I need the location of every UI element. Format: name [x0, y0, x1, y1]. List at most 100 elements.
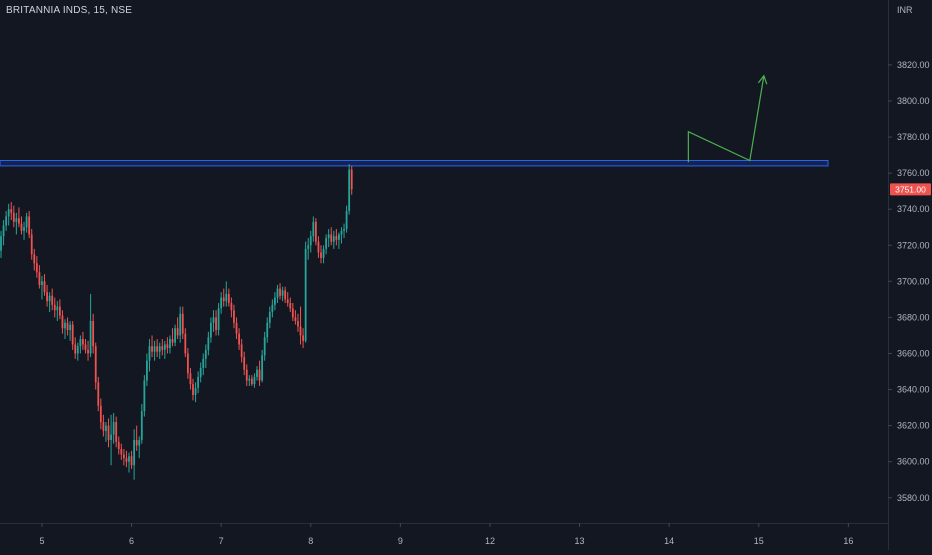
- candle-body: [207, 337, 210, 350]
- candle-body: [261, 355, 264, 381]
- candle-body: [338, 234, 340, 240]
- candle: [148, 339, 151, 372]
- candle-body: [18, 218, 20, 224]
- candle: [0, 230, 2, 258]
- candle-body: [7, 209, 10, 217]
- candle: [235, 317, 238, 340]
- resistance-zone[interactable]: [0, 160, 829, 167]
- candle-body: [94, 346, 97, 383]
- candle: [258, 360, 261, 386]
- price-axis-background[interactable]: [888, 0, 932, 550]
- resistance-zone-layer: [0, 160, 829, 167]
- candle-body: [281, 290, 284, 296]
- candle: [340, 227, 343, 244]
- candle: [322, 245, 325, 264]
- candle-body: [343, 229, 345, 231]
- price-tick-label: 3740.00: [897, 204, 930, 214]
- candle-body: [153, 346, 156, 352]
- candle-body: [112, 422, 115, 435]
- candle: [179, 306, 182, 343]
- candle-body: [146, 360, 148, 381]
- candle-body: [284, 290, 287, 300]
- candle: [18, 207, 20, 228]
- candle-body: [151, 346, 153, 352]
- candle-body: [199, 367, 202, 377]
- candle: [48, 292, 51, 312]
- candle: [133, 429, 136, 480]
- candle-body: [133, 440, 136, 466]
- candle-body: [138, 440, 141, 446]
- last-price-label: 3751.00: [895, 184, 926, 194]
- candle: [51, 288, 54, 311]
- candle: [58, 299, 61, 320]
- candle-body: [253, 376, 256, 385]
- candle: [5, 211, 8, 231]
- candle: [279, 283, 281, 300]
- candle-body: [140, 411, 143, 441]
- candle: [84, 339, 87, 354]
- candle: [212, 310, 215, 332]
- candle-body: [117, 441, 120, 450]
- candle: [304, 241, 307, 343]
- candle: [102, 414, 105, 437]
- candle: [10, 201, 13, 221]
- candle: [174, 324, 176, 347]
- candle-body: [84, 344, 87, 350]
- candle-body: [327, 234, 330, 239]
- candle-body: [325, 238, 328, 249]
- candle: [143, 375, 146, 417]
- last-price-badge: [890, 183, 931, 196]
- candle: [30, 229, 33, 260]
- candle-body: [263, 337, 266, 356]
- candle: [43, 274, 46, 296]
- candle-body: [15, 218, 18, 222]
- candle: [343, 223, 345, 239]
- candle-body: [87, 349, 89, 354]
- price-tick-label: 3760.00: [897, 168, 930, 178]
- candle: [151, 335, 153, 358]
- candle-body: [222, 297, 225, 302]
- candle-body: [210, 322, 212, 338]
- candle: [117, 436, 120, 455]
- time-axis-background[interactable]: [0, 523, 888, 550]
- candle: [184, 328, 187, 358]
- candle-body: [79, 339, 82, 347]
- candle: [71, 321, 74, 350]
- candle-body: [35, 263, 38, 273]
- candle-body: [166, 344, 169, 349]
- candle-body: [156, 346, 159, 352]
- candle-body: [271, 304, 274, 312]
- candle: [107, 418, 110, 448]
- candle: [105, 422, 107, 442]
- candle: [250, 375, 253, 386]
- candle-body: [107, 425, 110, 441]
- candle-body: [92, 321, 95, 347]
- candle: [176, 317, 179, 340]
- candle-body: [66, 322, 69, 331]
- candle-body: [12, 212, 15, 222]
- candle-body: [135, 440, 138, 446]
- candle: [138, 436, 141, 459]
- candle: [82, 331, 84, 350]
- candle: [35, 256, 38, 278]
- candle-body: [294, 317, 297, 322]
- candle-body: [243, 357, 246, 370]
- candle-body: [38, 272, 41, 285]
- projection-path[interactable]: [687, 75, 765, 163]
- plot-background: [0, 0, 888, 523]
- candle-body: [227, 293, 230, 303]
- candle: [186, 348, 189, 379]
- candle-body: [82, 339, 84, 345]
- candle: [46, 284, 48, 307]
- candle-body: [215, 317, 217, 331]
- candle: [268, 306, 271, 329]
- candle: [325, 234, 328, 255]
- candle-body: [235, 322, 238, 334]
- price-tick-label: 3620.00: [897, 421, 930, 431]
- candle-body: [279, 288, 281, 296]
- candle-body: [105, 425, 107, 432]
- candle: [233, 304, 235, 329]
- candle-body: [61, 315, 64, 329]
